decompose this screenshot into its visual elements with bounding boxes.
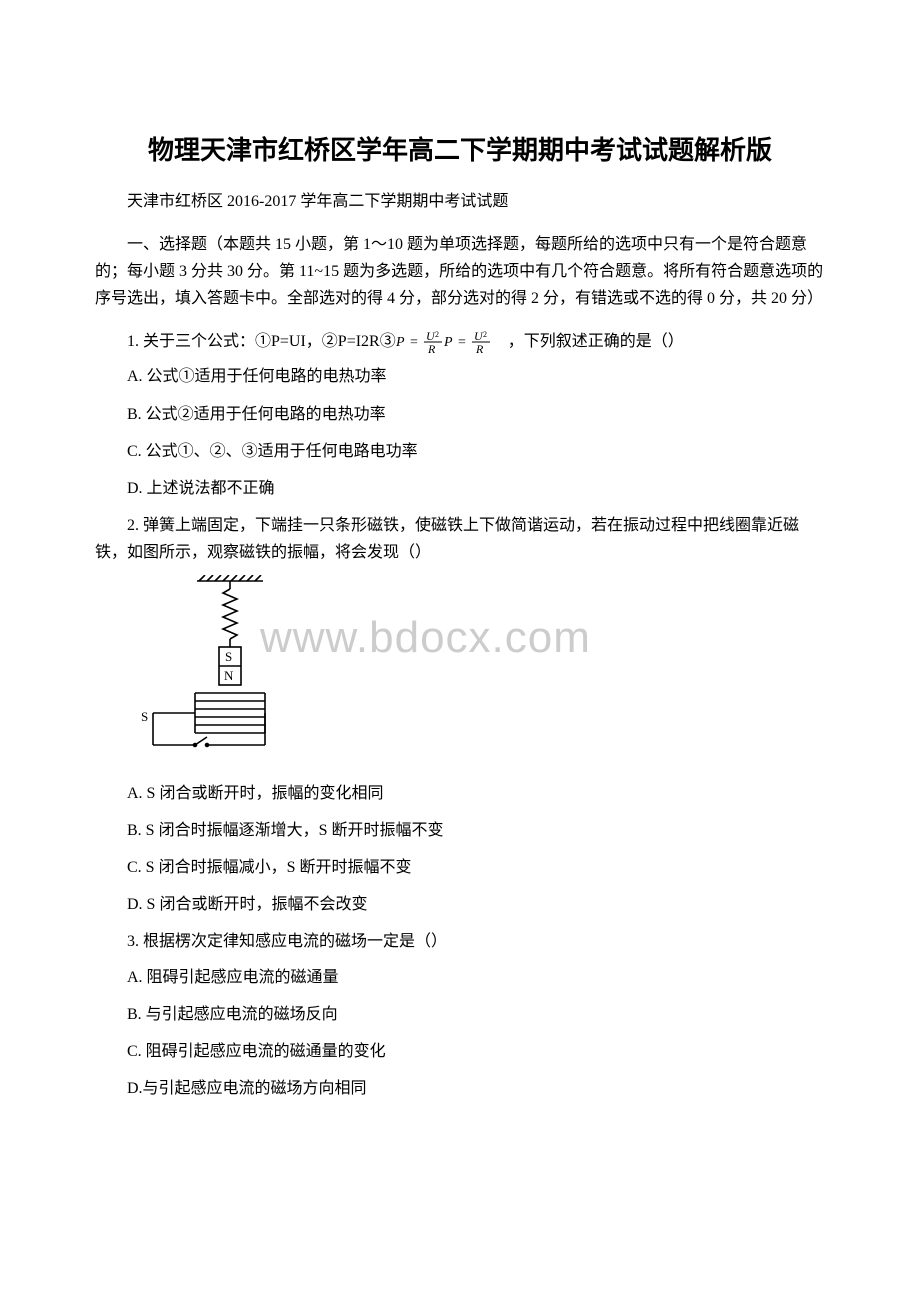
svg-text:=: =: [410, 335, 418, 350]
question-3-option-c: C. 阻碍引起感应电流的磁通量的变化: [95, 1038, 825, 1065]
question-1-option-d: D. 上述说法都不正确: [95, 475, 825, 502]
question-3-option-b: B. 与引起感应电流的磁场反向: [95, 1001, 825, 1028]
question-3-option-a: A. 阻碍引起感应电流的磁通量: [95, 964, 825, 991]
question-1-stem: 1. 关于三个公式：①P=UI，②P=I2R③ P = U 2 R P = U …: [95, 328, 825, 355]
svg-text:2: 2: [435, 330, 439, 339]
question-2-option-c: C. S 闭合时振幅减小，S 断开时振幅不变: [95, 854, 825, 881]
question-3-option-d: D.与引起感应电流的磁场方向相同: [95, 1075, 825, 1102]
question-2-option-d: D. S 闭合或断开时，振幅不会改变: [95, 891, 825, 918]
svg-text:R: R: [475, 342, 484, 355]
magnet-s-label: S: [225, 649, 232, 664]
page-title: 物理天津市红桥区学年高二下学期期中考试试题解析版: [95, 130, 825, 167]
formula-icon: P = U 2 R P = U 2 R: [396, 329, 508, 355]
subtitle: 天津市红桥区 2016-2017 学年高二下学期期中考试试题: [95, 189, 825, 215]
q1-stem-pre: 1. 关于三个公式：①P=UI，②P=I2R③: [127, 333, 396, 350]
svg-text:P: P: [443, 335, 453, 350]
magnet-n-label: N: [224, 668, 234, 683]
question-1-option-c: C. 公式①、②、③适用于任何电路电功率: [95, 438, 825, 465]
question-2-option-b: B. S 闭合时振幅逐渐增大，S 断开时振幅不变: [95, 817, 825, 844]
svg-text:P: P: [396, 335, 405, 350]
svg-text:=: =: [458, 335, 466, 350]
question-3-stem: 3. 根据楞次定律知感应电流的磁场一定是（）: [95, 928, 825, 955]
svg-text:R: R: [427, 342, 436, 355]
switch-label: S: [141, 709, 148, 724]
question-2-figure: S N S: [135, 575, 825, 770]
question-2-stem: 2. 弹簧上端固定，下端挂一只条形磁铁，使磁铁上下做简谐运动，若在振动过程中把线…: [95, 512, 825, 566]
section-instructions: 一、选择题（本题共 15 小题，第 1～10 题为单项选择题，每题所给的选项中只…: [95, 231, 825, 313]
question-2-option-a: A. S 闭合或断开时，振幅的变化相同: [95, 780, 825, 807]
q1-stem-post: ，下列叙述正确的是（）: [508, 333, 684, 350]
svg-text:2: 2: [483, 330, 487, 339]
question-1-option-a: A. 公式①适用于任何电路的电热功率: [95, 363, 825, 390]
question-1-option-b: B. 公式②适用于任何电路的电热功率: [95, 401, 825, 428]
